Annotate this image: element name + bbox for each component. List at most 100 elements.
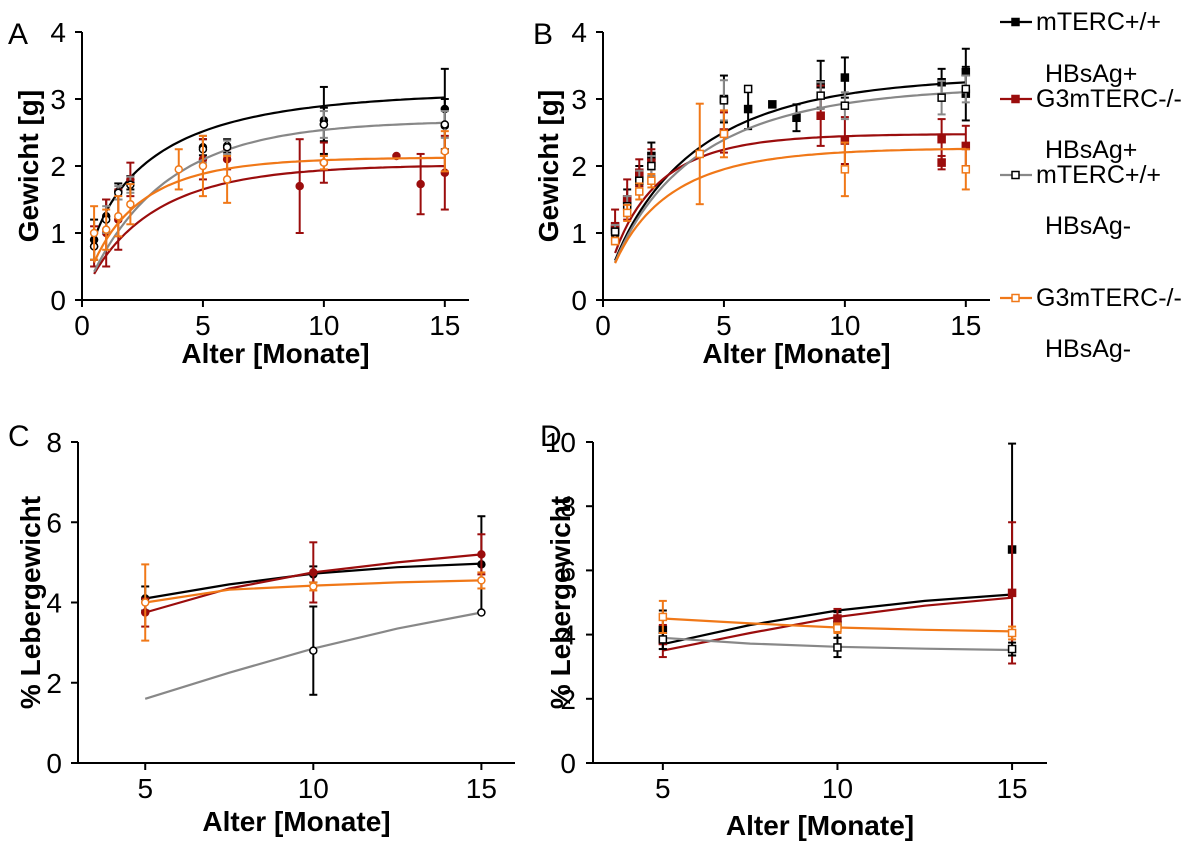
panel-b-G3mTERC_HBsAg_neg-point xyxy=(719,129,729,139)
panel-d-x-tick-label: 10 xyxy=(822,773,853,804)
panel-b-y-tick-label: 1 xyxy=(571,218,587,249)
panel-b-G3mTERC_HBsAg_neg-point xyxy=(622,208,632,218)
legend: mTERC+/+HBsAg+G3mTERC-/-HBsAg+mTERC+/+HB… xyxy=(1000,8,1182,363)
panel-c-G3mTERC_HBsAg_neg-point xyxy=(477,576,486,585)
panel-b-G3mTERC_HBsAg_neg-point xyxy=(961,165,971,174)
panel-d-y-tick-label: 10 xyxy=(545,427,576,458)
panel-a-G3mTERC_HBsAg_neg-point xyxy=(114,212,123,221)
panel-a-G3mTERC_HBsAg_pos-point xyxy=(295,181,304,191)
panel-d-y-tick-label: 8 xyxy=(560,491,576,522)
panel-b-G3mTERC_HBsAg_neg-point xyxy=(840,165,850,174)
panel-b-y-tick-label: 0 xyxy=(571,285,587,316)
panel-a-mTERC_HBsAg_pos-fit-line xyxy=(93,96,445,240)
panel-d-y-tick-label: 4 xyxy=(560,620,576,651)
panel-b-mTERC_HBsAg_pos-point xyxy=(840,73,850,82)
panel-a-mTERC_HBsAg_neg-point xyxy=(222,142,232,152)
panel-b-y-tick-label: 2 xyxy=(571,151,587,182)
panel-d-y-tick-label: 0 xyxy=(560,748,576,779)
panel-b-x-tick-label: 0 xyxy=(595,310,611,341)
panel-a-x-tick-label: 0 xyxy=(74,310,90,341)
panel-b-mTERC_HBsAg_pos-point xyxy=(768,100,777,109)
panel-a-G3mTERC_HBsAg_neg-point xyxy=(174,165,183,174)
panel-a-G3mTERC_HBsAg_neg-fit-line xyxy=(93,156,445,263)
panel-d-G3mTERC_HBsAg_neg-point xyxy=(658,612,668,622)
panel-c-G3mTERC_HBsAg_pos-point xyxy=(309,568,318,577)
panel-b-G3mTERC_HBsAg_neg-fit-line xyxy=(614,147,966,264)
panel-a-x-axis-title: Alter [Monate] xyxy=(181,338,369,369)
panel-d-y-tick-label: 2 xyxy=(560,684,576,715)
panel-c-letter: C xyxy=(8,420,30,453)
panel-c-G3mTERC_HBsAg_neg-point xyxy=(309,582,318,591)
panel-b-G3mTERC_HBsAg_pos-point xyxy=(937,134,946,144)
panel-c-G3mTERC_HBsAg_pos-point xyxy=(477,550,486,559)
legend-label-hbsag: HBsAg- xyxy=(1045,212,1131,240)
legend-label-genotype: mTERC+/+ xyxy=(1036,8,1161,36)
panel-c-x-axis-title: Alter [Monate] xyxy=(202,806,390,837)
panel-b-mTERC_HBsAg_neg-point xyxy=(647,161,656,171)
panel-a-G3mTERC_HBsAg_neg-point xyxy=(198,161,208,171)
panel-b-y-tick-label: 3 xyxy=(571,84,587,115)
panel-a-G3mTERC_HBsAg_neg-point xyxy=(126,199,135,209)
panel-d-y-tick-label: 6 xyxy=(560,555,576,586)
panel-c-chart: C 0 2 4 6 8 5 10 15 Alter [Monate] % Lebergewicht xyxy=(8,420,515,837)
panel-b-mTERC_HBsAg_neg-fit-line xyxy=(614,91,966,263)
panel-d-mTERC_HBsAg_neg-point xyxy=(658,635,668,644)
panel-b-G3mTERC_HBsAg_neg-point xyxy=(635,187,644,196)
legend-marker xyxy=(1011,94,1020,104)
panel-b-mTERC_HBsAg_neg-point xyxy=(937,93,946,102)
panel-a-y-tick-label: 2 xyxy=(50,151,66,182)
panel-b-G3mTERC_HBsAg_pos-point xyxy=(937,158,946,167)
panel-a-y-tick-label: 4 xyxy=(50,17,66,48)
panel-b-mTERC_HBsAg_pos-fit-line xyxy=(614,81,966,261)
panel-b-G3mTERC_HBsAg_neg-point xyxy=(610,236,620,246)
panel-c-y-tick-label: 0 xyxy=(46,748,62,779)
panel-c-y-tick-label: 8 xyxy=(46,427,62,458)
panel-b-y-axis-title: Gewicht [g] xyxy=(533,90,564,242)
panel-a-G3mTERC_HBsAg_pos-fit-line xyxy=(93,165,445,275)
panel-c-G3mTERC_HBsAg_neg-point xyxy=(140,598,150,607)
panel-b-letter: B xyxy=(533,18,553,51)
panel-c-y-tick-label: 4 xyxy=(46,588,62,619)
panel-d-mTERC_HBsAg_neg-point xyxy=(1007,644,1017,654)
panel-a-y-tick-label: 0 xyxy=(50,285,66,316)
panel-b-G3mTERC_HBsAg_neg-point xyxy=(647,176,656,185)
panel-a-G3mTERC_HBsAg_neg-point xyxy=(89,228,99,238)
panel-b-G3mTERC_HBsAg_pos-point xyxy=(816,111,825,120)
panel-d-G3mTERC_HBsAg_pos-point xyxy=(833,614,842,623)
panel-a-x-tick-label: 15 xyxy=(429,310,460,341)
panel-a-G3mTERC_HBsAg_neg-point xyxy=(101,225,111,234)
panel-c-x-tick-label: 5 xyxy=(137,773,153,804)
panel-a-chart: A 0 1 2 3 4 0 5 10 15 Alter [Monate] Gewicht [g] xyxy=(8,17,469,369)
panel-b-G3mTERC_HBsAg_pos-fit-line xyxy=(614,133,966,254)
legend-marker xyxy=(1011,170,1020,180)
panel-a-letter: A xyxy=(8,18,28,51)
legend-label-genotype: G3mTERC-/- xyxy=(1036,284,1182,312)
panel-d-mTERC_HBsAg_neg-point xyxy=(833,643,842,652)
panel-b-x-tick-label: 15 xyxy=(950,310,981,341)
panel-d-x-tick-label: 5 xyxy=(655,773,671,804)
panel-c-x-tick-label: 10 xyxy=(298,773,329,804)
panel-b-mTERC_HBsAg_pos-point xyxy=(792,113,801,123)
legend-marker xyxy=(1011,17,1020,27)
panel-b-mTERC_HBsAg_neg-point xyxy=(961,84,971,94)
panel-c-mTERC_HBsAg_neg-point xyxy=(309,646,318,655)
panel-a-G3mTERC_HBsAg_neg-point xyxy=(440,147,450,156)
panel-b-mTERC_HBsAg_neg-point xyxy=(610,227,620,236)
legend-label-genotype: G3mTERC-/- xyxy=(1036,85,1182,113)
panel-d-letter: D xyxy=(540,420,562,453)
panel-b-mTERC_HBsAg_neg-point xyxy=(840,101,850,110)
panel-a-y-tick-label: 3 xyxy=(50,84,66,115)
panel-a-G3mTERC_HBsAg_neg-point xyxy=(222,175,232,184)
panel-a-G3mTERC_HBsAg_pos-point xyxy=(416,179,425,189)
legend-label-hbsag: HBsAg+ xyxy=(1045,136,1137,164)
panel-a-mTERC_HBsAg_neg-point xyxy=(319,120,329,129)
panel-d-x-tick-label: 15 xyxy=(996,773,1027,804)
panel-b-x-axis-title: Alter [Monate] xyxy=(702,338,890,369)
panel-b-mTERC_HBsAg_pos-point xyxy=(743,104,753,114)
panel-d-G3mTERC_HBsAg_pos-point xyxy=(1007,588,1017,598)
panel-d-chart: D 0 2 4 6 8 10 5 10 15 Alter [Monate] % Lebergewic… xyxy=(540,420,1047,841)
panel-b-mTERC_HBsAg_neg-point xyxy=(719,96,729,105)
panel-b-y-tick-label: 4 xyxy=(571,17,587,48)
panel-a-G3mTERC_HBsAg_neg-point xyxy=(319,158,329,167)
